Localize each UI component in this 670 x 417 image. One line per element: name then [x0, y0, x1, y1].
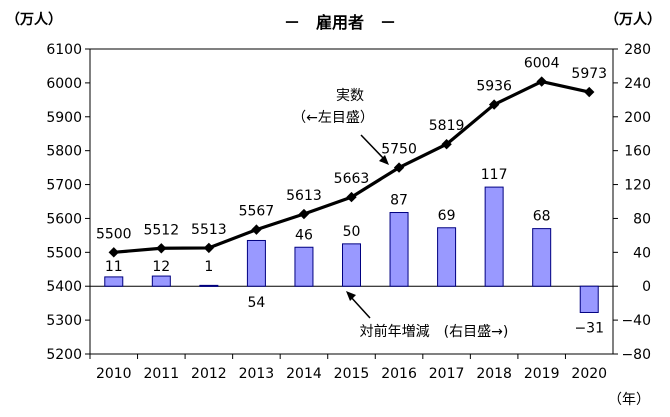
- left-axis-tick-label: 5600: [46, 211, 82, 227]
- left-axis-tick-label: 5400: [46, 279, 82, 295]
- line-data-label: 5819: [429, 118, 465, 134]
- right-axis-tick-label: 0: [642, 279, 651, 295]
- chart-title: － 雇用者 －: [284, 13, 396, 32]
- line-data-label: 5750: [381, 142, 417, 158]
- right-axis-tick-label: 240: [624, 76, 651, 92]
- line-point: [346, 191, 357, 203]
- x-axis-tick-label: 2015: [334, 366, 370, 382]
- x-axis: 2010 2011 2012 2013 2014 2015 2016 2017 2018 2019…: [89, 354, 607, 382]
- bar: [104, 276, 124, 287]
- left-axis-tick-label: 5300: [46, 313, 82, 329]
- line-data-label: 5973: [571, 66, 607, 82]
- bar-data-label: 69: [438, 208, 456, 224]
- line-data-label: 5567: [239, 204, 275, 220]
- line-point: [298, 208, 310, 220]
- bar: [151, 275, 171, 287]
- x-axis-tick-label: 2014: [286, 366, 322, 382]
- line-point: [203, 242, 215, 254]
- x-axis-tick-label: 2019: [524, 366, 560, 382]
- x-axis-unit: （年）: [608, 392, 650, 408]
- bar-data-label: 12: [152, 259, 170, 275]
- bar-data-label: 54: [247, 295, 265, 311]
- x-axis-tick-label: 2013: [239, 366, 275, 382]
- plot-area: [89, 48, 614, 355]
- right-axis-tick-label: 200: [624, 110, 651, 126]
- bar-data-label: 46: [295, 227, 313, 243]
- bar: [389, 212, 409, 287]
- line-data-label: 5500: [96, 226, 132, 242]
- line-data-labels: 5500 5512 5513 5567 5613 5663 5750 5819 5936 6004…: [96, 56, 607, 243]
- bar: [484, 186, 504, 287]
- line-annotation-axis-note: （←左目盛）: [292, 110, 374, 126]
- right-axis-unit: （万人）: [605, 11, 661, 28]
- bar-annotation: 対前年増減 (右目盛→): [360, 323, 509, 340]
- right-axis-tick-label: 80: [633, 211, 651, 227]
- line-point: [488, 99, 500, 110]
- x-axis-tick-label: 2017: [429, 366, 465, 382]
- line-point: [584, 86, 595, 98]
- line-data-label: 5513: [191, 222, 227, 238]
- line-annotation-arrow: [360, 134, 389, 165]
- bar-data-label: 87: [390, 193, 408, 209]
- bar-data-label: 50: [343, 224, 361, 240]
- bar-data-label: 68: [533, 209, 551, 225]
- bar: [246, 239, 266, 287]
- left-axis-tick-label: 5800: [46, 144, 82, 160]
- bar: [532, 228, 552, 287]
- right-axis-tick-label: 40: [633, 245, 651, 261]
- left-axis-unit: （万人）: [6, 11, 62, 28]
- x-axis-tick-label: 2011: [143, 366, 179, 382]
- line-point: [393, 162, 405, 173]
- bar-data-label: 11: [105, 259, 123, 275]
- x-axis-tick-label: 2018: [476, 366, 512, 382]
- x-axis-tick-label: 2020: [571, 366, 607, 382]
- line-point: [441, 139, 452, 150]
- left-axis-tick-label: 5200: [46, 347, 82, 363]
- bar-data-label: 1: [204, 259, 213, 275]
- bar-data-label: −31: [574, 320, 604, 336]
- line-annotation-label: 実数: [336, 88, 364, 104]
- bar: [294, 246, 314, 287]
- left-axis-tick-label: 5700: [46, 178, 82, 194]
- right-axis-tick-label: −40: [621, 313, 651, 329]
- bar-data-label: 117: [481, 167, 508, 183]
- bar: [579, 285, 599, 313]
- right-axis-tick-label: −80: [621, 347, 651, 363]
- bar-series: [104, 186, 599, 313]
- left-axis-tick-label: 5500: [46, 245, 82, 261]
- x-axis-tick-label: 2010: [96, 366, 132, 382]
- line-point: [251, 224, 262, 235]
- line-point: [536, 76, 547, 87]
- right-axis: −80 −40 0 40 80 120 160 200 240 280: [613, 42, 651, 363]
- bar-annotation-arrow: [346, 291, 371, 319]
- line-data-label: 5613: [286, 188, 322, 204]
- left-axis-tick-label: 6000: [46, 76, 82, 92]
- right-axis-tick-label: 160: [624, 144, 651, 160]
- x-axis-tick-label: 2016: [381, 366, 417, 382]
- line-data-label: 5512: [143, 222, 179, 238]
- x-axis-tick-label: 2012: [191, 366, 227, 382]
- line-point: [156, 243, 167, 254]
- right-axis-tick-label: 280: [624, 42, 651, 58]
- line-data-label: 5663: [334, 171, 370, 187]
- right-axis-tick-label: 120: [624, 178, 651, 194]
- bar: [342, 243, 361, 287]
- line-series: [108, 76, 595, 258]
- left-axis: 5200 5300 5400 5500 5600 5700 5800 5900 6000 6100: [46, 42, 90, 363]
- bar: [437, 227, 457, 287]
- left-axis-tick-label: 5900: [46, 110, 82, 126]
- line-data-label: 5936: [476, 79, 512, 95]
- bar: [199, 284, 219, 287]
- line-data-label: 6004: [524, 56, 560, 72]
- bar-data-labels: 11 12 1 54 46 50 87 69 117 68 −31: [105, 167, 604, 336]
- line-point: [108, 247, 119, 258]
- left-axis-tick-label: 6100: [46, 42, 82, 58]
